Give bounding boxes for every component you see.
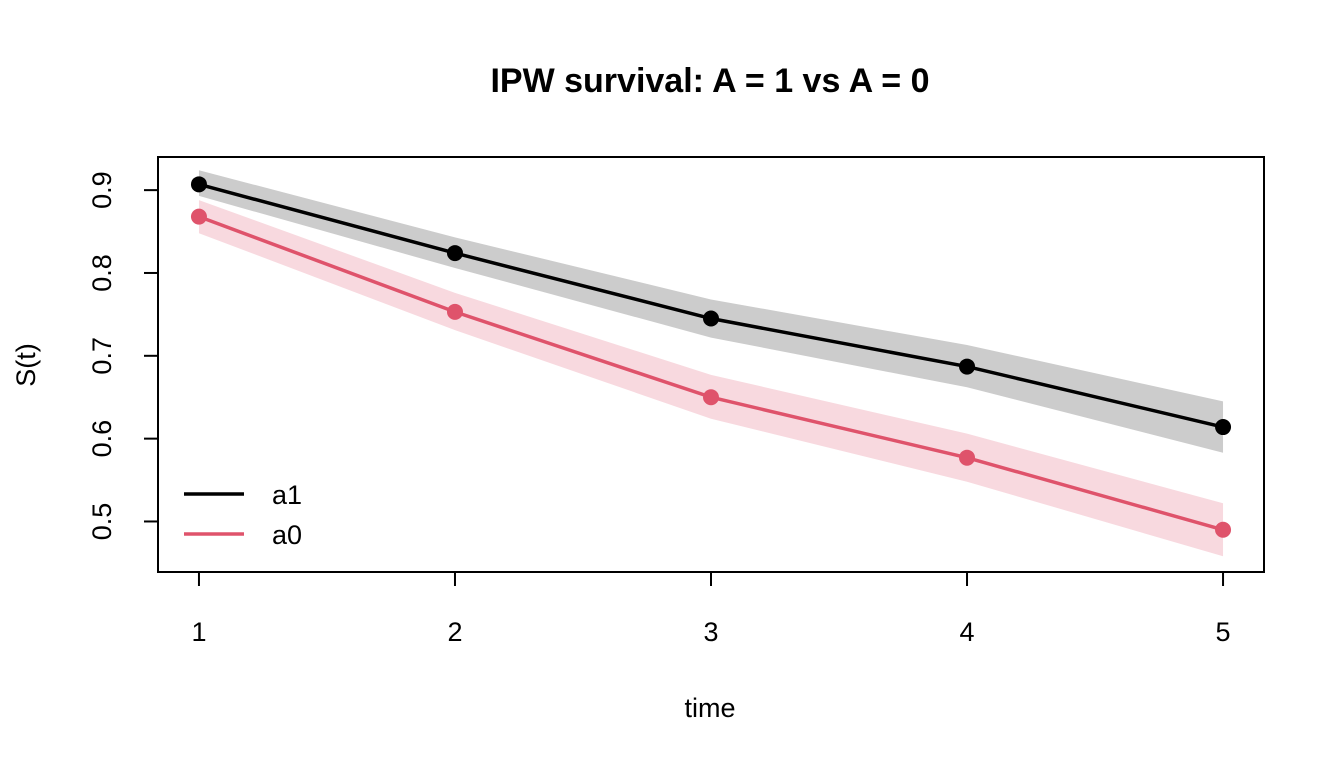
x-tick-label: 5 xyxy=(1216,617,1231,647)
y-tick-label: 0.8 xyxy=(87,254,117,292)
x-tick-label: 4 xyxy=(960,617,975,647)
x-axis-label: time xyxy=(684,693,735,723)
plot-area: 1 2 3 4 5 0.5 0.6 0.7 0.8 0.9 a1 a0 xyxy=(87,156,1265,647)
data-point-a1-3 xyxy=(703,310,719,327)
data-point-a0-5 xyxy=(1215,521,1232,538)
y-tick-label: 0.5 xyxy=(87,503,117,541)
data-point-a1-5 xyxy=(1215,419,1232,436)
y-tick-label: 0.7 xyxy=(87,337,117,375)
x-tick-label: 1 xyxy=(191,617,206,647)
legend-label-a1: a1 xyxy=(272,480,302,510)
y-tick-label: 0.9 xyxy=(87,171,117,209)
x-tick-label: 2 xyxy=(447,617,462,647)
data-point-a1-4 xyxy=(959,358,976,375)
y-axis-label: S(t) xyxy=(11,343,41,387)
confidence-band-a0 xyxy=(198,200,1224,557)
data-point-a0-1 xyxy=(190,208,207,225)
legend-label-a0: a0 xyxy=(272,520,302,550)
y-tick-label: 0.6 xyxy=(87,420,117,458)
data-point-a0-2 xyxy=(446,303,463,320)
data-point-a1-2 xyxy=(446,245,463,262)
data-point-a1-1 xyxy=(190,176,207,193)
chart-title: IPW survival: A = 1 vs A = 0 xyxy=(490,62,929,100)
data-point-a0-3 xyxy=(703,389,719,406)
x-tick-label: 3 xyxy=(703,617,718,647)
data-point-a0-4 xyxy=(959,449,976,466)
